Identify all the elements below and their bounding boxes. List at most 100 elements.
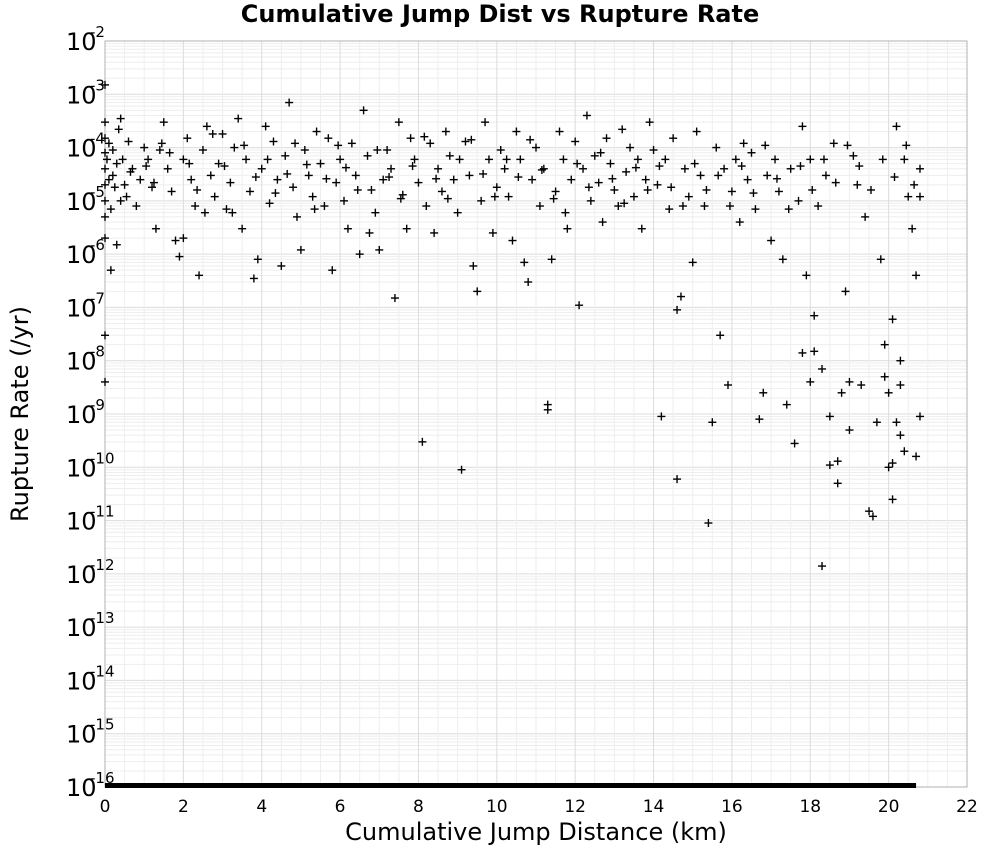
data-point bbox=[500, 164, 509, 173]
data-point bbox=[269, 137, 278, 146]
data-point bbox=[837, 388, 846, 397]
data-point bbox=[743, 175, 752, 184]
data-point bbox=[406, 134, 415, 143]
data-point bbox=[218, 129, 227, 138]
data-point bbox=[359, 106, 368, 115]
data-point bbox=[806, 155, 815, 164]
data-point bbox=[843, 141, 852, 150]
y-tick-label: 10-12 bbox=[66, 556, 115, 589]
data-point bbox=[496, 146, 505, 155]
data-point bbox=[661, 155, 670, 164]
data-point bbox=[725, 202, 734, 211]
data-point bbox=[185, 159, 194, 168]
y-tick-base: 10 bbox=[66, 135, 97, 163]
grid bbox=[104, 40, 968, 788]
data-point bbox=[191, 202, 200, 211]
y-tick-base: 10 bbox=[66, 667, 97, 695]
data-point bbox=[582, 111, 591, 120]
x-tick-label: 4 bbox=[256, 797, 267, 817]
y-tick-exponent: -10 bbox=[90, 449, 115, 467]
data-point bbox=[829, 139, 838, 148]
data-point bbox=[124, 137, 133, 146]
data-point bbox=[539, 164, 548, 173]
data-point bbox=[649, 146, 658, 155]
data-point bbox=[723, 381, 732, 390]
data-point bbox=[230, 143, 239, 152]
data-point bbox=[737, 162, 746, 171]
data-point bbox=[371, 208, 380, 217]
data-point bbox=[890, 173, 899, 182]
data-point bbox=[867, 185, 876, 194]
data-point bbox=[484, 155, 493, 164]
data-point bbox=[637, 224, 646, 233]
data-point bbox=[673, 475, 682, 484]
floor-band bbox=[105, 783, 917, 788]
data-point bbox=[749, 189, 758, 198]
data-point bbox=[365, 228, 374, 237]
data-point bbox=[414, 178, 423, 187]
floor-band-layer bbox=[105, 783, 917, 788]
data-point bbox=[261, 122, 270, 131]
data-point bbox=[884, 388, 893, 397]
y-tick-exponent: -13 bbox=[90, 609, 115, 627]
data-point bbox=[535, 202, 544, 211]
data-point bbox=[292, 212, 301, 221]
data-point bbox=[888, 495, 897, 504]
data-point bbox=[857, 381, 866, 390]
data-point bbox=[455, 155, 464, 164]
data-point bbox=[104, 139, 113, 148]
data-point bbox=[304, 171, 313, 180]
data-point bbox=[430, 228, 439, 237]
y-tick-base: 10 bbox=[66, 81, 97, 109]
y-tick-base: 10 bbox=[66, 348, 97, 376]
data-point bbox=[622, 167, 631, 176]
x-tick-label: 16 bbox=[721, 797, 743, 817]
y-tick-exponent: -6 bbox=[90, 236, 105, 254]
data-point bbox=[488, 228, 497, 237]
data-point bbox=[101, 134, 109, 143]
data-point bbox=[341, 163, 350, 172]
data-point bbox=[285, 98, 294, 107]
x-axis-label: Cumulative Jump Distance (km) bbox=[345, 818, 727, 846]
data-point bbox=[579, 164, 588, 173]
data-point bbox=[206, 171, 215, 180]
data-point bbox=[702, 185, 711, 194]
data-point bbox=[432, 174, 441, 183]
y-tick-exponent: -7 bbox=[90, 289, 105, 307]
y-tick-label: 10-2 bbox=[66, 23, 105, 56]
data-point bbox=[915, 164, 924, 173]
data-point bbox=[892, 122, 901, 131]
data-point bbox=[320, 202, 329, 211]
data-point bbox=[669, 134, 678, 143]
data-point bbox=[394, 118, 403, 127]
x-tick-labels: 0 2 4 6 8 10 12 14 16 18 20 22 bbox=[100, 797, 978, 817]
data-point bbox=[202, 122, 211, 131]
y-tick-exponent: -12 bbox=[90, 556, 115, 574]
data-point bbox=[763, 171, 772, 180]
x-tick-label: 18 bbox=[799, 797, 821, 817]
data-point bbox=[245, 187, 254, 196]
data-point bbox=[316, 159, 325, 168]
data-point bbox=[126, 167, 135, 176]
data-point bbox=[865, 507, 874, 516]
data-point bbox=[808, 185, 817, 194]
data-point bbox=[657, 412, 666, 421]
data-point bbox=[179, 234, 188, 243]
data-point bbox=[514, 173, 523, 182]
y-tick-exponent: -15 bbox=[90, 716, 115, 734]
data-point bbox=[324, 134, 333, 143]
data-point bbox=[596, 148, 605, 157]
data-point bbox=[641, 175, 650, 184]
data-point bbox=[101, 331, 109, 340]
data-point bbox=[296, 245, 305, 254]
data-point bbox=[328, 266, 337, 275]
data-point bbox=[814, 202, 823, 211]
data-point bbox=[559, 155, 568, 164]
data-point bbox=[908, 224, 917, 233]
x-tick-label: 0 bbox=[100, 797, 111, 817]
y-tick-label: 10-10 bbox=[66, 449, 115, 482]
data-point bbox=[355, 250, 364, 259]
data-point bbox=[786, 164, 795, 173]
data-point bbox=[408, 162, 417, 171]
